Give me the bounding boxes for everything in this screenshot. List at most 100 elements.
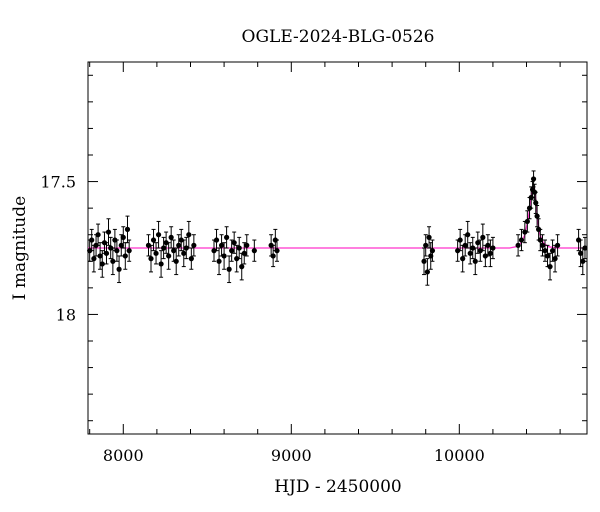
x-axis-label: HJD - 2450000 [274,477,402,497]
data-points [87,170,588,286]
data-point [470,245,476,251]
data-point [270,253,276,259]
data-point [122,253,128,259]
data-point [424,269,430,275]
data-point [231,240,237,246]
data-point [97,253,103,259]
data-point [186,232,192,238]
data-point [472,258,478,264]
data-point [482,253,488,259]
data-point [116,266,122,272]
data-point [155,232,162,238]
data-point [150,237,157,243]
data-point [530,176,537,182]
data-point [226,266,232,272]
data-point [124,226,131,232]
x-tick-label: 10000 [434,446,485,465]
data-point [462,242,468,248]
data-point [457,237,463,243]
data-point [533,200,539,206]
data-point [421,258,427,264]
data-point [93,242,99,248]
data-point [126,248,132,254]
data-point [426,234,432,240]
data-point [518,237,525,243]
data-point [524,218,530,225]
data-point [145,242,152,248]
data-point [552,256,558,262]
data-point [161,245,167,251]
data-point [241,250,247,256]
data-point [148,256,154,262]
chart-title: OGLE-2024-BLG-0526 [242,27,435,47]
data-point [87,248,93,254]
x-tick-label: 8000 [103,446,144,465]
data-point [239,264,245,270]
data-point [547,264,553,270]
data-point [103,250,110,256]
data-point [522,229,528,235]
axis-tick-labels: 8000 9000 10000 17.5 18 [40,173,484,465]
y-tick-label: 17.5 [40,173,76,192]
data-point [191,242,197,248]
data-point [578,250,584,256]
data-point [537,237,543,243]
data-point [244,242,250,248]
data-point [108,245,114,251]
y-tick-label: 18 [56,305,76,324]
data-point [251,248,257,254]
model-curve [88,185,587,249]
data-point [158,261,164,267]
data-point [480,234,486,240]
data-point [171,248,177,254]
data-point [114,248,120,254]
data-point [213,237,220,243]
data-point [485,242,491,248]
data-point [173,258,179,264]
data-point [539,242,546,248]
data-point [110,258,116,264]
data-point [178,237,184,243]
data-point [534,213,540,219]
data-point [163,240,169,246]
data-point [181,250,187,256]
data-point [423,242,429,248]
data-point [467,250,473,256]
data-point [475,240,481,246]
data-point [455,248,461,254]
data-point [268,242,274,248]
data-point [460,256,466,262]
data-point [120,234,126,240]
data-point [274,248,280,254]
data-point [101,240,108,246]
data-point [176,242,182,248]
data-point [515,242,521,248]
data-point [229,248,235,254]
data-point [554,242,561,248]
data-point [487,250,493,256]
data-point [224,234,230,240]
data-point [216,258,222,264]
data-point [105,229,112,235]
data-point [221,253,227,259]
data-point [542,248,548,254]
data-point [465,232,471,238]
data-point [544,253,551,259]
data-point [112,237,118,243]
data-point [168,234,174,240]
data-point [95,232,101,238]
data-point [477,248,483,254]
data-point [99,261,105,267]
data-point [234,256,240,262]
data-point [153,250,159,256]
data-point [91,256,97,262]
data-point [429,248,436,254]
data-point [582,245,588,251]
y-axis-label: I magnitude [10,196,30,300]
data-point [211,248,217,254]
data-point [118,242,124,248]
data-point [166,253,172,259]
data-point [236,245,242,251]
data-point [549,248,556,254]
